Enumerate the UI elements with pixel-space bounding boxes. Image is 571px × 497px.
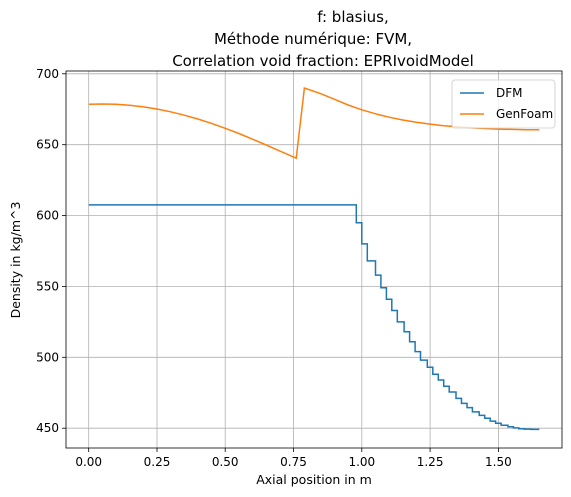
legend-label-dfm: DFM [496,86,523,100]
legend-box [451,79,556,129]
axes-frame [65,70,563,449]
x-tick-label: 0.50 [212,455,239,469]
grid [66,71,562,448]
legend: DFM GenFoam [451,79,556,129]
y-tick-label: 550 [36,279,59,293]
x-tick-label: 1.25 [417,455,444,469]
x-tick-label: 0.00 [75,455,102,469]
x-tick-label: 0.25 [144,455,171,469]
x-axis-label: Axial position in m [256,472,372,487]
y-tick-label: 450 [36,421,59,435]
y-axis-label: Density in kg/m^3 [8,202,23,319]
title-line-2: Méthode numérique: FVM, [214,30,412,48]
y-tick-label: 650 [36,138,59,152]
x-tick-label: 0.75 [280,455,307,469]
y-axis: 450 500 550 600 650 700 [36,67,66,435]
chart-title: f: blasius, Méthode numérique: FVM, Corr… [172,8,474,70]
series-line-dfm [88,204,540,431]
legend-label-genfoam: GenFoam [496,107,553,121]
plot-area [88,86,540,431]
x-tick-label: 1.00 [348,455,375,469]
y-tick-label: 600 [36,209,59,223]
y-tick-label: 500 [36,350,59,364]
title-line-1: f: blasius, [317,8,389,26]
title-line-3: Correlation void fraction: EPRIvoidModel [172,52,474,70]
x-axis: 0.00 0.25 0.50 0.75 1.00 1.25 1.50 [75,448,512,469]
y-tick-label: 700 [36,67,59,81]
x-tick-label: 1.50 [485,455,512,469]
